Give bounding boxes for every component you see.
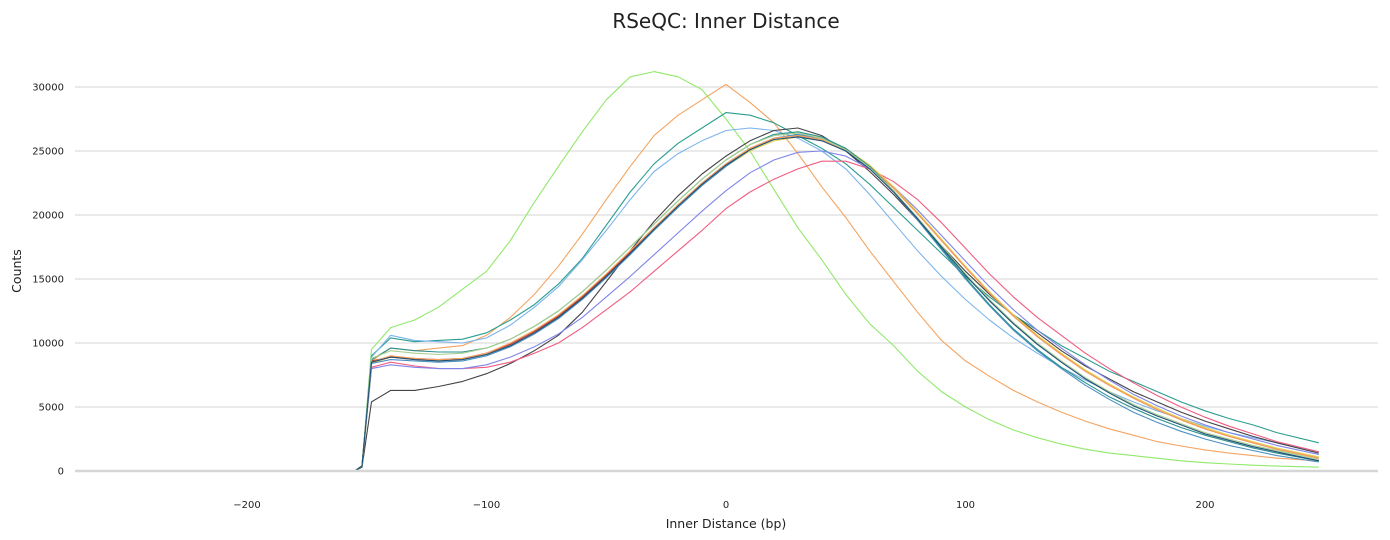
series-line-11 xyxy=(133,135,1319,472)
series-line-14 xyxy=(133,136,1319,472)
series-line-8 xyxy=(133,136,1319,472)
x-tick-label: 200 xyxy=(1195,500,1214,511)
y-tick-label: 0 xyxy=(58,467,64,478)
chart-title: RSeQC: Inner Distance xyxy=(612,9,839,33)
x-tick-label: 0 xyxy=(723,500,729,511)
y-tick-label: 10000 xyxy=(32,339,64,350)
y-tick-label: 15000 xyxy=(32,275,64,286)
y-tick-label: 25000 xyxy=(32,147,64,158)
y-tick-label: 5000 xyxy=(39,403,64,414)
series-line-10 xyxy=(133,133,1319,472)
series-line-1 xyxy=(133,71,1319,472)
x-axis-label: Inner Distance (bp) xyxy=(666,516,787,531)
series-line-2 xyxy=(133,83,1319,472)
series-line-7 xyxy=(133,150,1319,472)
series-line-13 xyxy=(133,132,1319,472)
series-line-4 xyxy=(133,127,1319,472)
series-line-12 xyxy=(133,131,1319,472)
x-tick-label: 100 xyxy=(956,500,975,511)
y-tick-label: 20000 xyxy=(32,211,64,222)
x-tick-label: −100 xyxy=(473,500,500,511)
series-line-6 xyxy=(133,160,1319,472)
y-tick-labels: 0 5000 10000 15000 20000 25000 30000 xyxy=(32,83,64,478)
grid-lines xyxy=(75,86,1378,408)
y-tick-label: 30000 xyxy=(32,83,64,94)
y-axis-label: Counts xyxy=(9,249,24,293)
series-line-5 xyxy=(133,127,1319,472)
series-line-9 xyxy=(133,135,1319,472)
x-tick-labels: −200 −100 0 100 200 xyxy=(233,500,1214,511)
x-tick-label: −200 xyxy=(233,500,260,511)
series-group xyxy=(133,71,1319,472)
